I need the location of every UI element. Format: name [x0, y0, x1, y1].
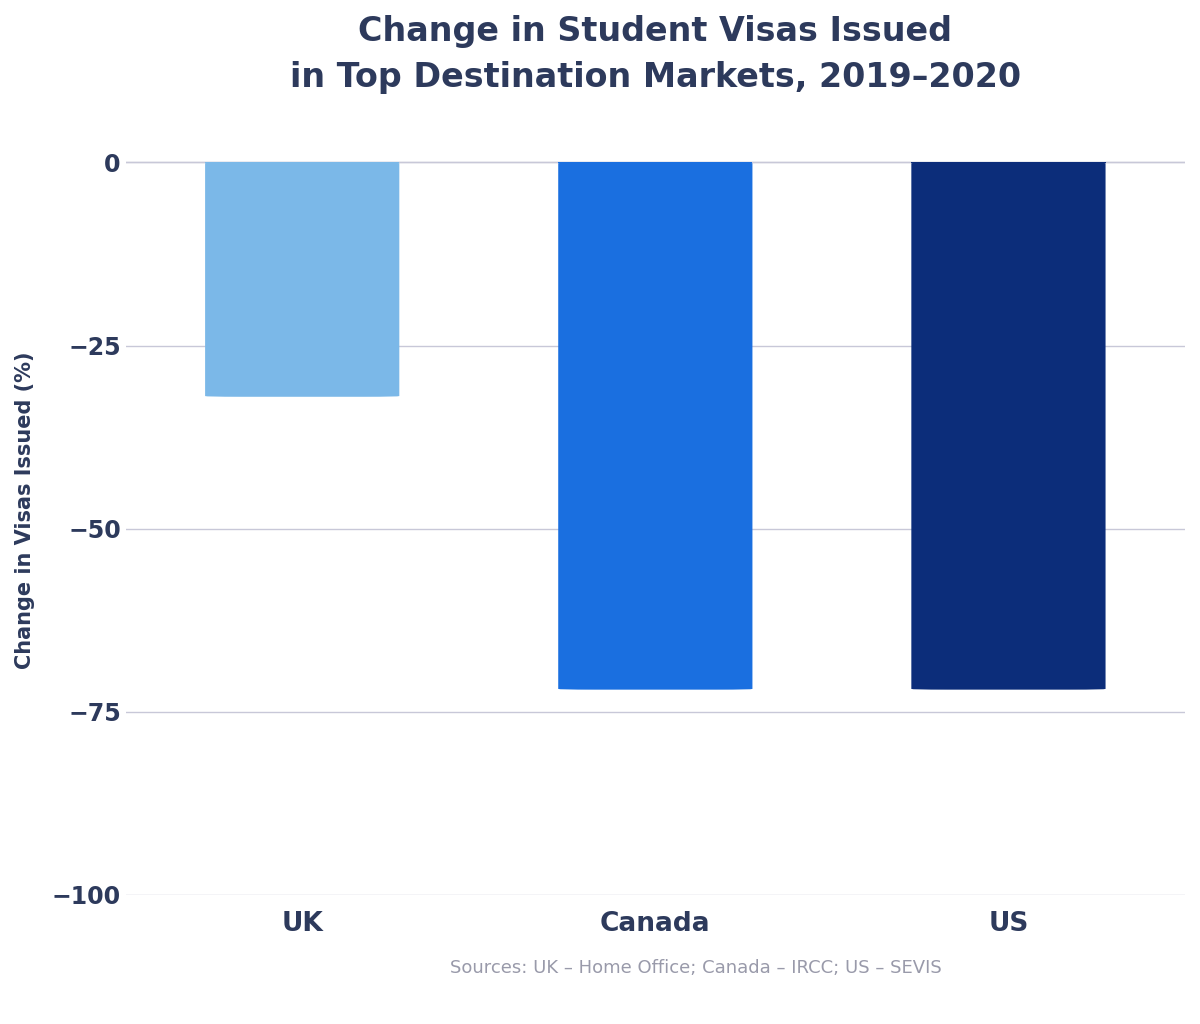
Text: Sources: UK – Home Office; Canada – IRCC; US – SEVIS: Sources: UK – Home Office; Canada – IRCC… — [450, 958, 942, 977]
FancyBboxPatch shape — [911, 163, 1105, 689]
Y-axis label: Change in Visas Issued (%): Change in Visas Issued (%) — [16, 351, 35, 669]
FancyBboxPatch shape — [205, 163, 400, 396]
FancyBboxPatch shape — [558, 163, 752, 689]
Title: Change in Student Visas Issued
in Top Destination Markets, 2019–2020: Change in Student Visas Issued in Top De… — [289, 15, 1021, 94]
